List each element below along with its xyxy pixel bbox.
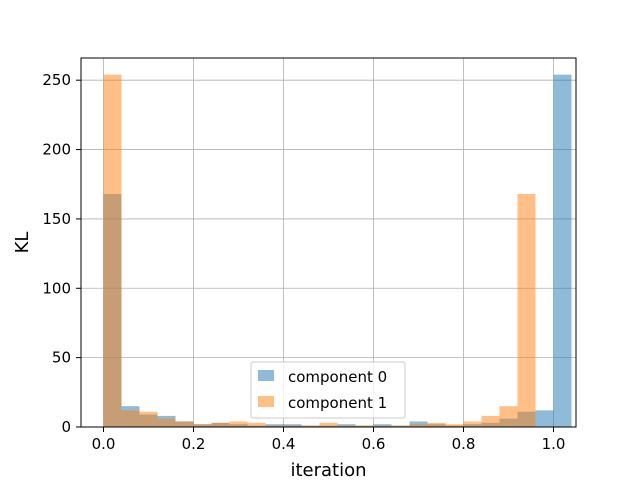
x-axis-label: iteration [290, 460, 366, 480]
plot-frame [80, 57, 577, 428]
y-axis-label: KL [12, 232, 33, 254]
legend-swatch-component-0 [258, 370, 274, 381]
x-tick-label: 1.0 [542, 435, 566, 453]
histogram-bar [211, 422, 230, 427]
histogram-bar [301, 425, 320, 427]
x-tick-label: 0.0 [92, 435, 116, 453]
y-tick-label: 100 [42, 279, 71, 297]
histogram-bar [265, 425, 284, 427]
histogram-bar [337, 425, 356, 427]
y-tick-label: 200 [42, 141, 71, 159]
x-tick-label: 0.4 [272, 435, 296, 453]
x-tick-label: 0.8 [452, 435, 476, 453]
histogram-bar [103, 74, 122, 428]
x-tick-label: 0.6 [362, 435, 386, 453]
axis-ticks: 0.0 0.2 0.4 0.6 0.8 1.0 0 50 100 150 200 250 [42, 71, 565, 453]
y-tick-label: 250 [42, 71, 71, 89]
histogram-bar [193, 424, 212, 427]
histogram-bar [499, 406, 518, 427]
histogram-bar [283, 425, 302, 427]
legend-box [250, 361, 406, 419]
bars [103, 74, 572, 428]
legend-swatch-component-1 [258, 396, 274, 407]
histogram-bar [355, 425, 374, 427]
histogram-bar [139, 411, 158, 427]
histogram-bar [391, 425, 410, 427]
histogram-bar [247, 422, 266, 427]
y-tick-label: 150 [42, 210, 71, 228]
histogram-bar [409, 424, 428, 427]
series-component-1 [103, 74, 536, 428]
histogram-bar [535, 410, 554, 427]
histogram-bar [553, 74, 572, 428]
legend-label-component-1: component 1 [288, 394, 387, 412]
histogram-bar [121, 410, 140, 427]
histogram-bar [229, 421, 248, 427]
y-tick-label: 0 [61, 418, 71, 436]
y-tick-label: 50 [52, 349, 71, 367]
histogram-bar [373, 425, 392, 427]
histogram-bar [517, 193, 536, 427]
x-tick-label: 0.2 [182, 435, 206, 453]
legend-label-component-0: component 0 [288, 368, 387, 386]
histogram-bar [175, 421, 194, 427]
histogram-bar [481, 415, 500, 427]
histogram-bar [319, 422, 338, 427]
histogram-bar [445, 424, 464, 427]
legend: component 0 component 1 [250, 361, 406, 419]
histogram-bar [157, 418, 176, 427]
histogram-bar [463, 421, 482, 427]
histogram-bar [427, 422, 446, 427]
